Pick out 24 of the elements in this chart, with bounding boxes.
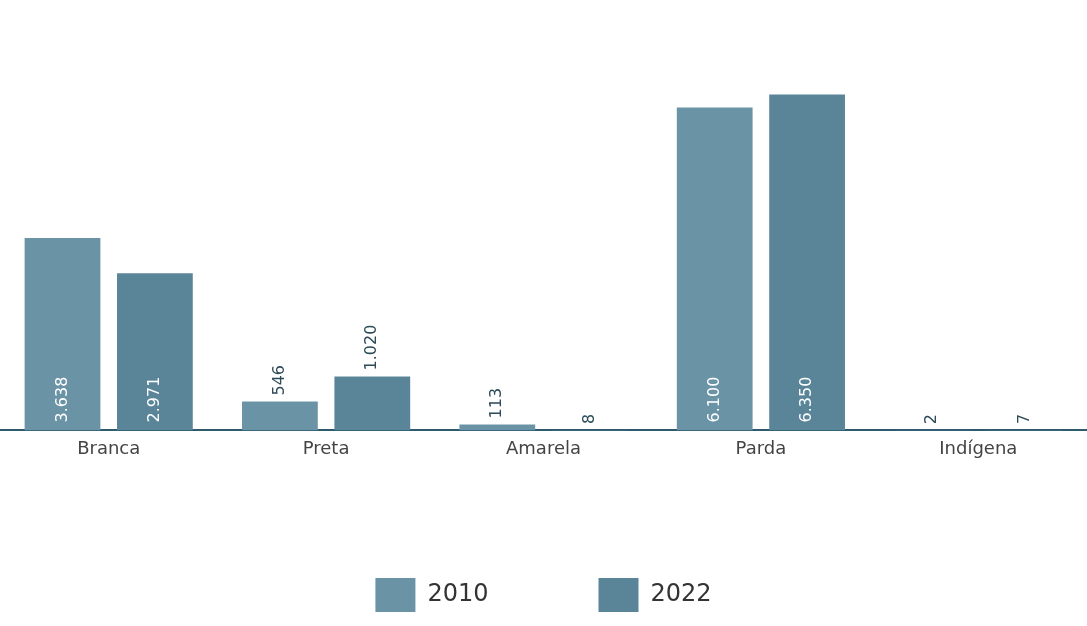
bar [117,273,193,431]
data-label: 6.350 [796,376,816,423]
legend-label: 2022 [650,579,712,608]
x-tick-label: Branca [77,436,141,458]
data-label: 546 [269,364,289,396]
data-label: 7 [1013,413,1033,425]
legend-label: 2010 [427,579,489,608]
x-tick-label: Indígena [939,436,1018,458]
bar [459,424,536,431]
data-label: 113 [486,387,506,419]
bar [242,401,318,431]
data-label: 6.100 [703,376,723,423]
bar [676,107,753,431]
data-label: 8 [578,413,598,424]
bar [334,376,411,431]
x-tick-label: Amarela [506,436,581,458]
data-label: 3.638 [51,376,71,423]
x-tick-label: Parda [735,436,787,458]
bar [769,94,845,431]
data-label: 2 [921,414,941,425]
x-tick-label: Preta [302,436,350,458]
data-label: 1.020 [361,324,381,371]
data-label: 2.971 [144,376,164,423]
bar [24,237,101,431]
